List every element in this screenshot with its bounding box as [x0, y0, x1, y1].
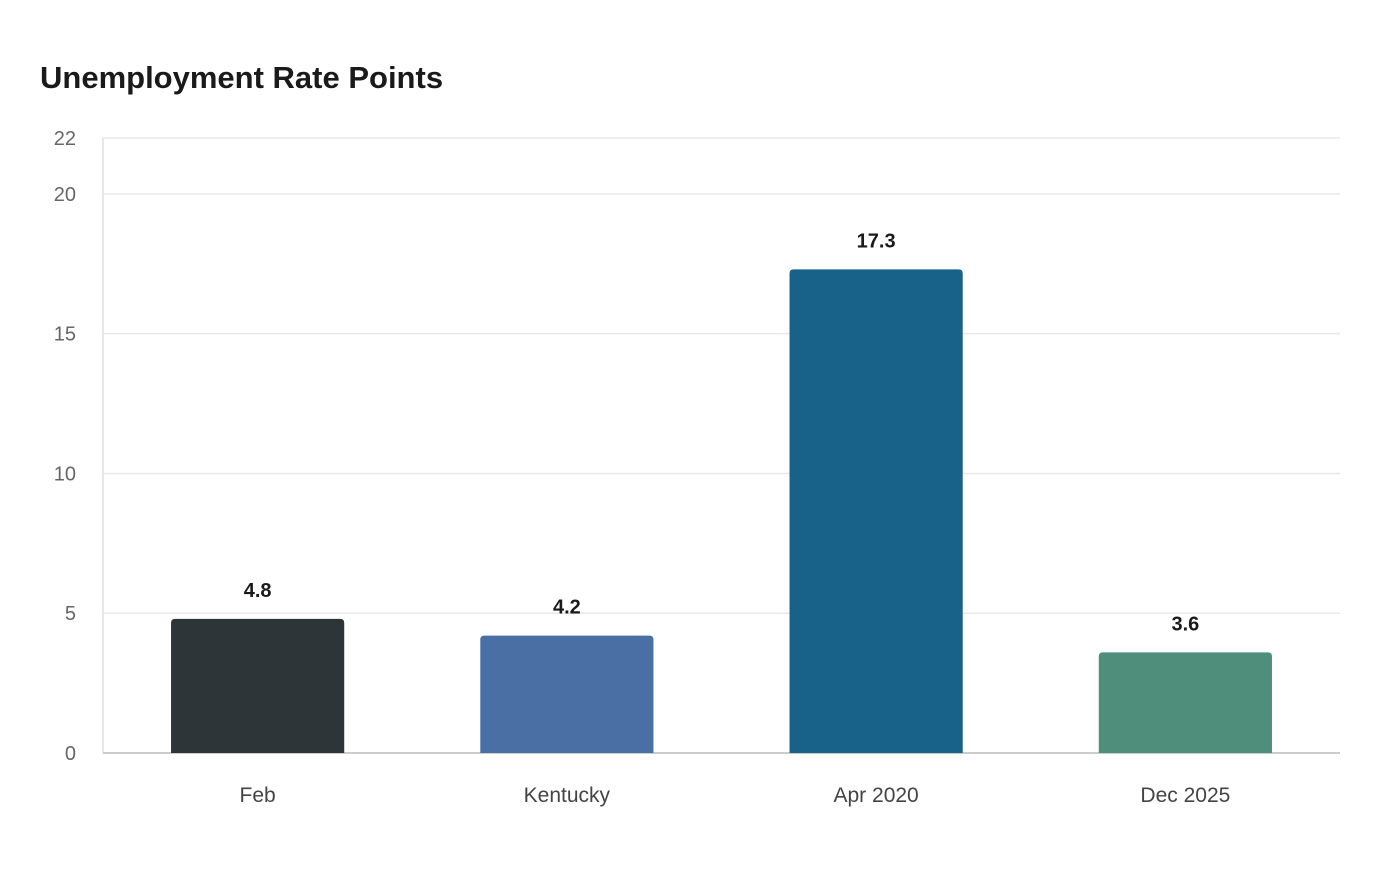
y-tick-label: 22 — [54, 128, 76, 150]
chart-title: Unemployment Rate Points — [40, 60, 444, 95]
grid-lines — [103, 137, 1340, 614]
bar-kentucky — [480, 635, 654, 753]
y-tick-label: 5 — [65, 603, 76, 625]
data-label: 3.6 — [1171, 613, 1199, 635]
data-labels: 4.8 4.2 17.3 3.6 — [244, 230, 1200, 635]
x-tick-label: Dec 2025 — [1140, 784, 1230, 807]
x-tick-label: Kentucky — [524, 784, 611, 807]
y-tick-label: 10 — [54, 463, 76, 485]
x-tick-labels: Feb Kentucky Apr 2020 Dec 2025 — [240, 784, 1231, 807]
data-label: 4.8 — [244, 580, 272, 602]
bars — [171, 269, 1272, 753]
x-tick-label: Apr 2020 — [834, 784, 919, 807]
y-tick-labels: 0 5 10 15 20 22 — [54, 128, 76, 765]
data-label: 4.2 — [553, 597, 581, 619]
bar-apr-2020 — [789, 269, 963, 753]
data-label: 17.3 — [857, 230, 896, 252]
x-tick-label: Feb — [240, 784, 276, 807]
bar-feb — [171, 618, 345, 753]
y-tick-label: 0 — [65, 743, 76, 765]
y-tick-label: 20 — [54, 184, 76, 206]
bar-dec-2025 — [1098, 652, 1272, 753]
y-tick-label: 15 — [54, 324, 76, 346]
